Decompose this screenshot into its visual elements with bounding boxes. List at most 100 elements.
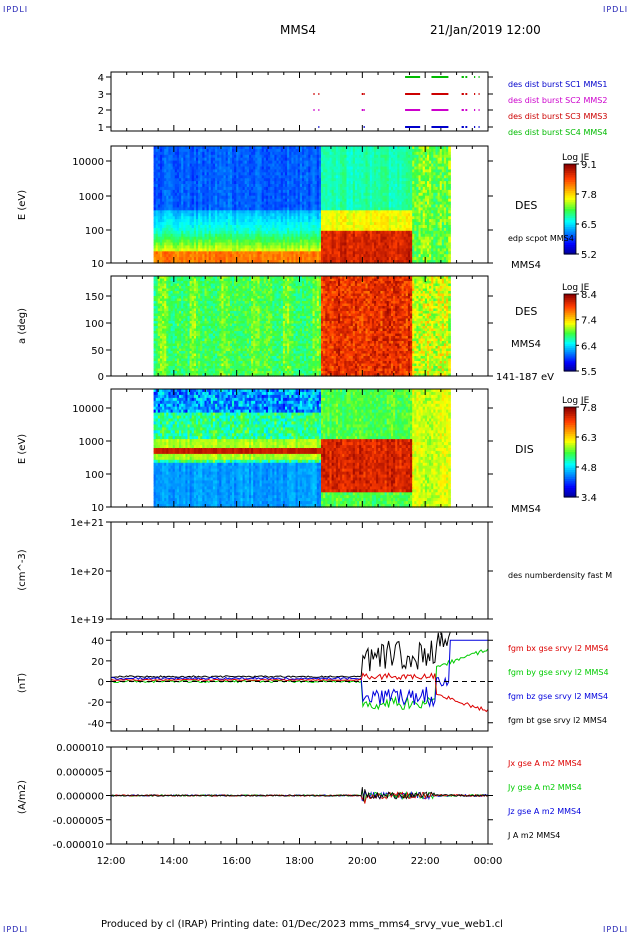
spectrogram-cell [397,251,400,255]
spectrogram-cell [246,192,250,197]
spectrogram-cell [285,186,288,191]
spectrogram-cell [280,204,284,208]
spectrogram-cell [217,146,220,150]
spectrogram-cell [361,154,364,159]
spectrogram-cell [265,195,269,200]
spectrogram-cell [388,166,392,170]
spectrogram-cell [405,151,409,156]
spectrogram-cell [348,222,352,226]
spectrogram-cell [221,242,225,246]
spectrogram-cell [302,210,305,214]
spectrogram-cell [236,151,239,156]
spectrogram-cell [342,248,345,252]
spectrogram-cell [352,254,356,258]
spectrogram-cell [253,245,256,249]
spectrogram-cell [274,260,278,264]
spectrogram-cell [272,260,275,264]
spectrogram-cell [333,210,337,214]
spectrogram-cell [155,225,159,229]
spectrogram-cell [176,245,180,249]
spectrogram-cell [299,181,303,185]
spectrogram-cell [359,181,362,185]
spectrogram-cell [234,219,237,223]
spectrogram-cell [361,184,364,188]
spectrogram-cell [403,213,407,217]
spectrogram-cell [160,207,163,211]
spectrogram-cell [272,178,275,182]
spectrogram-cell [369,201,373,206]
spectrogram-cell [391,169,394,173]
spectrogram-cell [388,146,392,150]
spectrogram-cell [204,157,208,162]
spectrogram-cell [369,184,373,188]
spectrogram-cell [212,195,216,200]
spectrogram-cell [312,204,316,208]
spectrogram-cell [399,166,403,170]
spectrogram-cell [232,157,235,162]
spectrogram-cell [274,242,278,246]
spectrogram-cell [257,184,261,188]
spectrogram-cell [293,146,297,150]
spectrogram-cell [293,216,297,220]
spectrogram-cell [176,260,180,264]
spectrogram-cell [382,248,386,252]
spectrogram-cell [410,163,413,168]
spectrogram-cell [391,210,394,214]
spectrogram-cell [253,251,256,255]
spectrogram-cell [340,154,343,159]
spectrogram-cell [361,160,364,165]
spectrogram-cell [225,257,229,261]
spectrogram-cell [331,148,335,153]
spectrogram-cell [155,233,159,238]
spectrogram-cell [189,178,193,182]
spectrogram-cell [348,257,352,261]
spectrogram-cell [335,172,339,176]
spectrogram-cell [388,151,392,156]
spectrogram-cell [155,151,159,156]
spectrogram-cell [215,198,218,203]
spectrogram-cell [348,172,352,176]
spectrogram-cell [179,172,182,176]
spectrogram-cell [410,192,413,197]
spectrogram-cell [363,219,367,223]
spectrogram-cell [244,225,248,229]
spectrogram-cell [352,239,356,244]
spectrogram-cell [204,242,208,246]
spectrogram-cell [227,245,231,249]
spectrogram-cell [276,157,280,162]
spectrogram-cell [331,172,335,176]
spectrogram-cell [200,151,203,156]
spectrogram-cell [297,184,301,188]
spectrogram-cell [196,148,199,153]
spectrogram-cell [223,219,227,223]
spectrogram-cell [340,230,343,235]
spectrogram-cell [293,178,297,182]
spectrogram-cell [238,227,242,232]
spectrogram-cell [251,148,254,153]
spectrogram-cell [338,178,341,182]
spectrogram-cell [193,204,197,208]
spectrogram-cell [365,160,369,165]
spectrogram-cell [183,157,186,162]
spectrogram-cell [331,216,335,220]
spectrogram-cell [219,163,222,168]
spectrogram-cell [162,160,165,165]
spectrogram-cell [170,178,174,182]
spectrogram-cell [291,160,295,165]
spectrogram-cell [219,175,222,179]
spectrogram-cell [310,216,314,220]
spectrogram-cell [202,239,205,244]
spectrogram-cell [335,204,339,208]
spectrogram-cell [405,225,409,229]
spectrogram-cell [185,242,189,246]
spectrogram-cell [318,178,322,182]
spectrogram-cell [346,219,350,223]
spectrogram-cell [240,201,244,206]
spectrogram-cell [391,204,394,208]
spectrogram-cell [217,148,220,153]
spectrogram-cell [253,257,256,261]
spectrogram-cell [384,163,388,168]
spectrogram-cell [405,166,409,170]
spectrogram-cell [223,151,227,156]
spectrogram-cell [306,213,309,217]
